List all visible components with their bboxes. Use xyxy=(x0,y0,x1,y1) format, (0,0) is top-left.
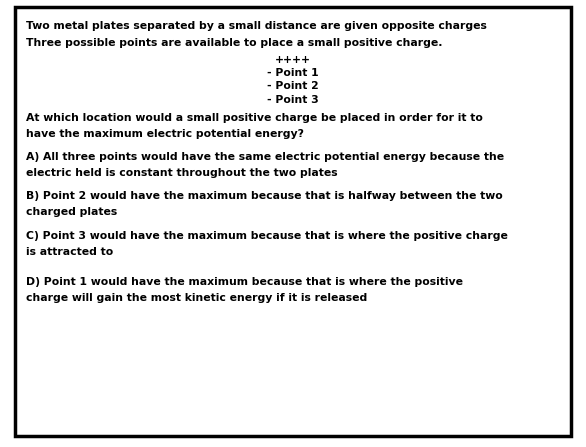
Text: Two metal plates separated by a small distance are given opposite charges: Two metal plates separated by a small di… xyxy=(26,21,487,31)
Text: - Point 3: - Point 3 xyxy=(267,95,319,105)
Text: is attracted to: is attracted to xyxy=(26,247,114,257)
Text: - Point 2: - Point 2 xyxy=(267,81,319,91)
Text: A) All three points would have the same electric potential energy because the: A) All three points would have the same … xyxy=(26,152,505,162)
Text: Three possible points are available to place a small positive charge.: Three possible points are available to p… xyxy=(26,38,443,47)
FancyBboxPatch shape xyxy=(15,7,571,436)
Text: D) Point 1 would have the maximum because that is where the positive: D) Point 1 would have the maximum becaus… xyxy=(26,277,464,287)
Text: charge will gain the most kinetic energy if it is released: charge will gain the most kinetic energy… xyxy=(26,293,367,303)
Text: ++++: ++++ xyxy=(275,55,311,64)
Text: electric held is constant throughout the two plates: electric held is constant throughout the… xyxy=(26,168,338,178)
Text: - Point 1: - Point 1 xyxy=(267,68,319,78)
Text: At which location would a small positive charge be placed in order for it to: At which location would a small positive… xyxy=(26,113,483,122)
Text: C) Point 3 would have the maximum because that is where the positive charge: C) Point 3 would have the maximum becaus… xyxy=(26,231,508,240)
Text: have the maximum electric potential energy?: have the maximum electric potential ener… xyxy=(26,129,304,139)
Text: charged plates: charged plates xyxy=(26,207,118,217)
Text: B) Point 2 would have the maximum because that is halfway between the two: B) Point 2 would have the maximum becaus… xyxy=(26,191,503,201)
